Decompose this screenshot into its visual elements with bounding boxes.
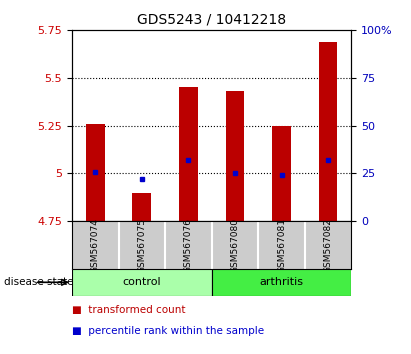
Text: GSM567081: GSM567081: [277, 218, 286, 273]
Bar: [132, 193, 151, 221]
Text: arthritis: arthritis: [259, 277, 304, 287]
Text: disease state: disease state: [4, 277, 74, 287]
Bar: [272, 126, 291, 221]
Text: GSM567080: GSM567080: [231, 218, 240, 273]
Text: control: control: [122, 277, 161, 287]
Bar: [319, 41, 337, 221]
Bar: [226, 91, 244, 221]
Text: ■  percentile rank within the sample: ■ percentile rank within the sample: [72, 326, 264, 336]
Bar: [72, 269, 212, 296]
Text: GSM567082: GSM567082: [323, 218, 332, 273]
Text: GSM567076: GSM567076: [184, 218, 193, 273]
Title: GDS5243 / 10412218: GDS5243 / 10412218: [137, 12, 286, 26]
Bar: [212, 269, 351, 296]
Text: GSM567075: GSM567075: [137, 218, 146, 273]
Bar: [86, 124, 104, 221]
Bar: [179, 87, 198, 221]
Text: ■  transformed count: ■ transformed count: [72, 305, 185, 315]
Text: GSM567074: GSM567074: [91, 218, 100, 273]
